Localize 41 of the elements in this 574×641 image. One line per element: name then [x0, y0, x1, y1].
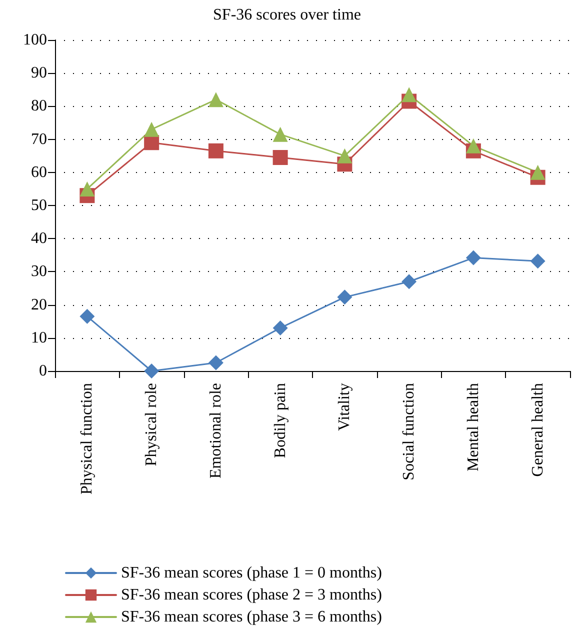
- point: [80, 308, 95, 324]
- point: [208, 143, 224, 158]
- point: [144, 364, 160, 378]
- y-tick-label: 30: [31, 263, 47, 280]
- point: [466, 138, 481, 154]
- point: [530, 164, 546, 180]
- point: [80, 181, 95, 196]
- point: [272, 150, 288, 166]
- legend-label: SF-36 mean scores (phase 2 = 3 months): [121, 586, 382, 604]
- point: [402, 87, 417, 102]
- y-tick-label: 100: [23, 32, 47, 48]
- y-tick-label: 10: [31, 329, 47, 346]
- point: [337, 148, 352, 164]
- legend-label: SF-36 mean scores (phase 1 = 0 months): [121, 564, 382, 582]
- x-tick-label: Social function: [400, 383, 418, 480]
- point: [272, 126, 288, 142]
- y-tick-label: 20: [31, 296, 47, 314]
- x-tick-label: Physical function: [78, 383, 96, 495]
- x-tick-label: Emotional role: [207, 383, 224, 479]
- point: [208, 355, 224, 370]
- point: [272, 320, 288, 336]
- chart-title: SF-36 scores over time: [213, 6, 361, 24]
- x-tick-label: Physical role: [143, 383, 160, 466]
- y-tick-label: 60: [31, 164, 47, 181]
- y-tick-label: 0: [39, 362, 47, 380]
- y-tick-label: 50: [31, 197, 47, 214]
- point: [208, 92, 224, 108]
- x-tick-label: Vitality: [336, 383, 354, 431]
- y-tick-label: 80: [31, 98, 47, 115]
- y-tick-label: 70: [31, 130, 47, 148]
- legend-label: SF-36 mean scores (phase 3 = 6 months): [121, 608, 382, 626]
- point: [402, 274, 417, 290]
- x-tick-label: Bodily pain: [272, 383, 289, 458]
- point: [466, 250, 481, 266]
- y-tick-label: 40: [31, 230, 47, 248]
- x-tick-label: Mental health: [464, 383, 482, 472]
- point: [530, 254, 546, 269]
- point: [144, 122, 160, 137]
- y-tick-label: 90: [31, 64, 47, 82]
- point: [337, 290, 352, 305]
- x-tick-label: General health: [529, 383, 546, 477]
